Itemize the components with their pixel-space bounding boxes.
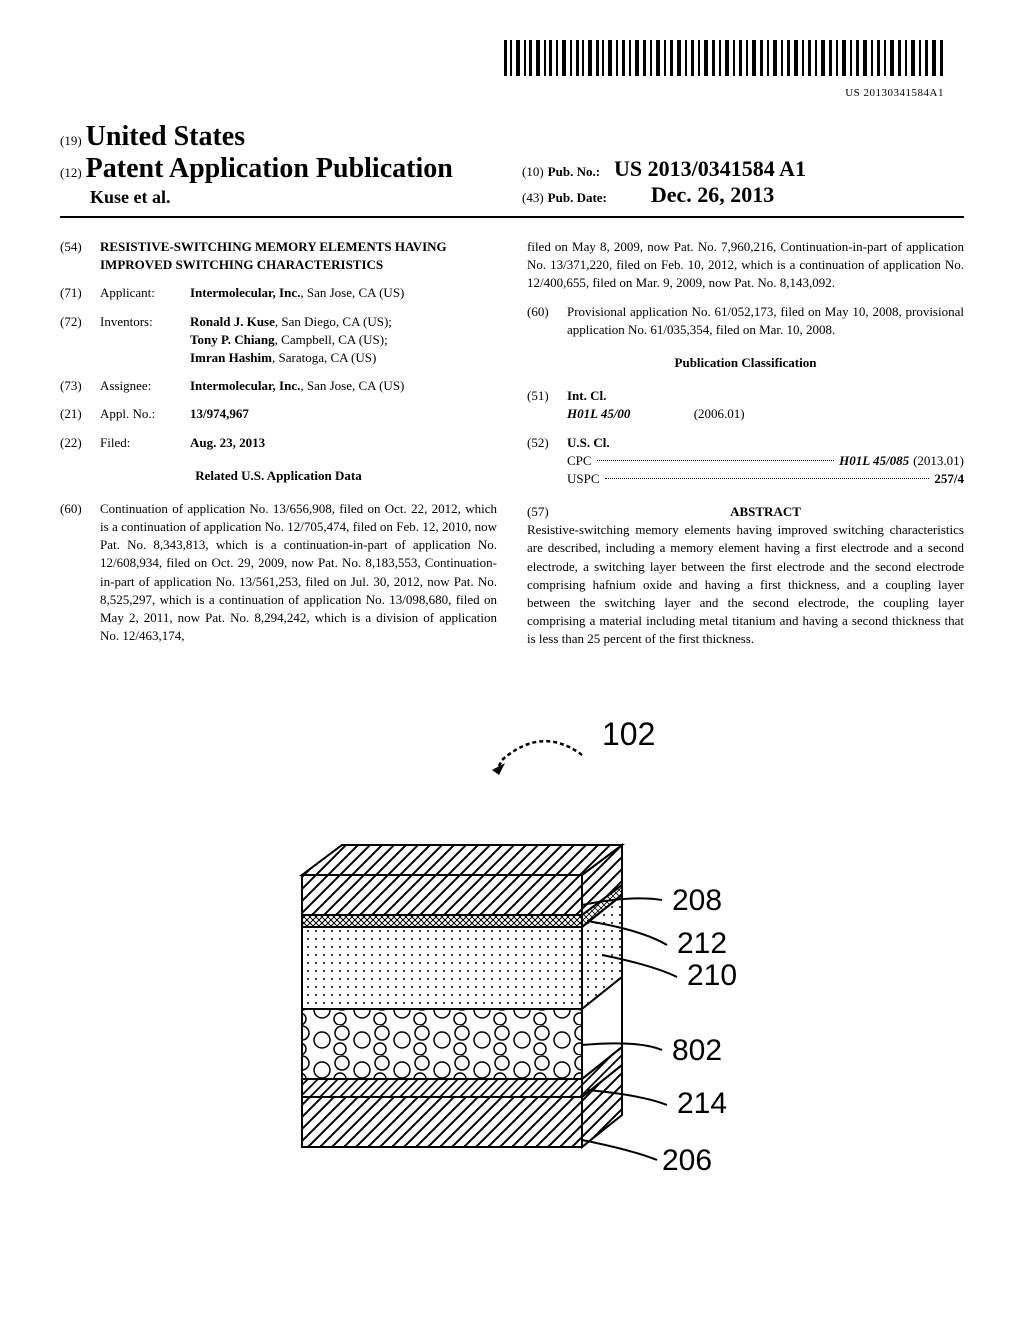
assignee-code: (73) bbox=[60, 377, 100, 395]
code-10: (10) bbox=[522, 164, 544, 179]
abstract-header-row: (57) ABSTRACT bbox=[527, 503, 964, 521]
inventor3-loc: , Saratoga, CA (US) bbox=[272, 350, 376, 365]
patent-figure: 102 208 212 210 802 214 206 bbox=[232, 695, 792, 1225]
uspc-label: USPC bbox=[567, 470, 600, 488]
header-left: (19) United States (12) Patent Applicati… bbox=[60, 121, 502, 208]
title: RESISTIVE-SWITCHING MEMORY ELEMENTS HAVI… bbox=[100, 238, 497, 274]
cpc-val: H01L 45/085 bbox=[839, 452, 909, 470]
uscl-row: (52) U.S. Cl. CPC H01L 45/085 (2013.01) … bbox=[527, 434, 964, 489]
related-header: Related U.S. Application Data bbox=[60, 467, 497, 485]
filed-row: (22) Filed: Aug. 23, 2013 bbox=[60, 434, 497, 452]
barcode-svg bbox=[504, 40, 944, 80]
appl-label: Appl. No.: bbox=[100, 405, 190, 423]
continuation2: filed on May 8, 2009, now Pat. No. 7,960… bbox=[527, 238, 964, 293]
uspc-val: 257/4 bbox=[934, 470, 964, 488]
inventor1-loc: , San Diego, CA (US); bbox=[275, 314, 392, 329]
col-left: (54) RESISTIVE-SWITCHING MEMORY ELEMENTS… bbox=[60, 238, 497, 655]
appl-row: (21) Appl. No.: 13/974,967 bbox=[60, 405, 497, 423]
intcl-code: (51) bbox=[527, 387, 567, 423]
appl-no: 13/974,967 bbox=[190, 405, 497, 423]
cpc-label: CPC bbox=[567, 452, 592, 470]
filed-code: (22) bbox=[60, 434, 100, 452]
code-19: (19) bbox=[60, 133, 82, 148]
applicant: Intermolecular, Inc. bbox=[190, 285, 300, 300]
intcl-content: Int. Cl. H01L 45/00 (2006.01) bbox=[567, 387, 964, 423]
uscl-label: U.S. Cl. bbox=[567, 435, 610, 450]
assignee-label: Assignee: bbox=[100, 377, 190, 395]
fig-label-214: 214 bbox=[677, 1087, 727, 1120]
applicant-code: (71) bbox=[60, 284, 100, 302]
continuation-row: (60) Continuation of application No. 13/… bbox=[60, 500, 497, 646]
applicant-row: (71) Applicant: Intermolecular, Inc., Sa… bbox=[60, 284, 497, 302]
filed-date: Aug. 23, 2013 bbox=[190, 434, 497, 452]
barcode-text: US 20130341584A1 bbox=[504, 87, 944, 99]
cont-code: (60) bbox=[60, 500, 100, 646]
dotted-line bbox=[597, 460, 835, 461]
assignee: Intermolecular, Inc. bbox=[190, 378, 300, 393]
filed-label: Filed: bbox=[100, 434, 190, 452]
title-code: (54) bbox=[60, 238, 100, 274]
applicant-content: Intermolecular, Inc., San Jose, CA (US) bbox=[190, 284, 497, 302]
inventors-label: Inventors: bbox=[100, 313, 190, 368]
inventors-content: Ronald J. Kuse, San Diego, CA (US); Tony… bbox=[190, 313, 497, 368]
provisional-row: (60) Provisional application No. 61/052,… bbox=[527, 303, 964, 339]
appl-code: (21) bbox=[60, 405, 100, 423]
assignee-row: (73) Assignee: Intermolecular, Inc., San… bbox=[60, 377, 497, 395]
pub-date: Dec. 26, 2013 bbox=[651, 182, 774, 207]
uscl-content: U.S. Cl. CPC H01L 45/085 (2013.01) USPC … bbox=[567, 434, 964, 489]
cpc-year: (2013.01) bbox=[913, 452, 964, 470]
applicant-loc: , San Jose, CA (US) bbox=[300, 285, 404, 300]
abstract-header: ABSTRACT bbox=[730, 504, 801, 519]
authors: Kuse et al. bbox=[60, 187, 502, 208]
barcode: US 20130341584A1 bbox=[504, 40, 944, 99]
applicant-label: Applicant: bbox=[100, 284, 190, 302]
fig-label-208: 208 bbox=[672, 884, 722, 917]
fig-label-206: 206 bbox=[662, 1144, 712, 1177]
inventor2: Tony P. Chiang bbox=[190, 332, 275, 347]
assignee-content: Intermolecular, Inc., San Jose, CA (US) bbox=[190, 377, 497, 395]
intcl-row: (51) Int. Cl. H01L 45/00 (2006.01) bbox=[527, 387, 964, 423]
inventor1: Ronald J. Kuse bbox=[190, 314, 275, 329]
code-43: (43) bbox=[522, 190, 544, 205]
fig-label-210: 210 bbox=[687, 959, 737, 992]
class-header: Publication Classification bbox=[527, 354, 964, 372]
pub-type: Patent Application Publication bbox=[86, 153, 453, 184]
inventor2-loc: , Campbell, CA (US); bbox=[275, 332, 388, 347]
dotted-line bbox=[605, 478, 930, 479]
continuation: Continuation of application No. 13/656,9… bbox=[100, 500, 497, 646]
intcl-year: (2006.01) bbox=[694, 406, 745, 421]
pub-date-label: Pub. Date: bbox=[548, 190, 607, 205]
figure-container: 102 208 212 210 802 214 206 bbox=[60, 695, 964, 1230]
header-right: (10) Pub. No.: US 2013/0341584 A1 (43) P… bbox=[502, 156, 964, 208]
fig-label-102: 102 bbox=[602, 716, 655, 752]
columns: (54) RESISTIVE-SWITCHING MEMORY ELEMENTS… bbox=[60, 238, 964, 655]
prov-code: (60) bbox=[527, 303, 567, 339]
fig-label-212: 212 bbox=[677, 927, 727, 960]
abstract-code: (57) bbox=[527, 503, 567, 521]
pub-no-label: Pub. No.: bbox=[548, 164, 600, 179]
title-row: (54) RESISTIVE-SWITCHING MEMORY ELEMENTS… bbox=[60, 238, 497, 274]
provisional: Provisional application No. 61/052,173, … bbox=[567, 303, 964, 339]
assignee-loc: , San Jose, CA (US) bbox=[300, 378, 404, 393]
code-12: (12) bbox=[60, 165, 82, 180]
uspc-row: USPC 257/4 bbox=[567, 470, 964, 488]
uscl-code: (52) bbox=[527, 434, 567, 489]
cpc-row: CPC H01L 45/085 (2013.01) bbox=[567, 452, 964, 470]
country: United States bbox=[86, 121, 245, 152]
pub-no: US 2013/0341584 A1 bbox=[614, 156, 806, 181]
header-row: (19) United States (12) Patent Applicati… bbox=[60, 121, 964, 218]
inventors-code: (72) bbox=[60, 313, 100, 368]
fig-label-802: 802 bbox=[672, 1034, 722, 1067]
abstract: Resistive-switching memory elements havi… bbox=[527, 521, 964, 648]
intcl-label: Int. Cl. bbox=[567, 388, 606, 403]
inventor3: Imran Hashim bbox=[190, 350, 272, 365]
intcl-class: H01L 45/00 bbox=[567, 406, 630, 421]
col-right: filed on May 8, 2009, now Pat. No. 7,960… bbox=[527, 238, 964, 655]
barcode-section: US 20130341584A1 bbox=[60, 40, 964, 101]
inventors-row: (72) Inventors: Ronald J. Kuse, San Dieg… bbox=[60, 313, 497, 368]
